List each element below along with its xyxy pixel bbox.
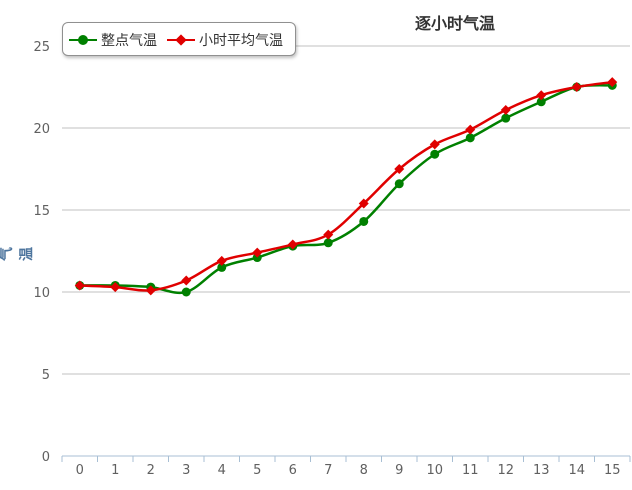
data-point bbox=[607, 77, 618, 88]
x-tick-label: 3 bbox=[182, 463, 190, 478]
data-point bbox=[74, 280, 85, 291]
legend: 整点气温 小时平均气温 bbox=[62, 22, 296, 56]
x-tick-label: 8 bbox=[360, 463, 368, 478]
series-lines bbox=[74, 77, 618, 297]
legend-label: 整点气温 bbox=[101, 33, 157, 49]
data-point bbox=[323, 238, 333, 248]
x-tick-label: 7 bbox=[324, 463, 332, 478]
data-point bbox=[252, 247, 263, 258]
x-tick-label: 4 bbox=[218, 463, 226, 478]
data-point bbox=[216, 255, 227, 266]
x-tick-label: 11 bbox=[462, 463, 479, 478]
legend-item-hourly-temp[interactable]: 整点气温 bbox=[69, 23, 157, 57]
y-tick-label: 10 bbox=[33, 286, 50, 301]
legend-item-hourly-avg-temp[interactable]: 小时平均气温 bbox=[167, 23, 283, 57]
data-point bbox=[110, 282, 121, 293]
x-tick-label: 15 bbox=[604, 463, 621, 478]
legend-swatch-green bbox=[69, 33, 97, 47]
x-tick-label: 2 bbox=[147, 463, 155, 478]
data-point bbox=[359, 216, 369, 226]
data-point bbox=[323, 229, 334, 240]
data-point bbox=[394, 164, 405, 174]
y-tick-label: 25 bbox=[33, 40, 50, 55]
legend-label: 小时平均气温 bbox=[199, 33, 283, 49]
x-tick-label: 14 bbox=[568, 463, 585, 478]
x-tick-label: 0 bbox=[76, 463, 84, 478]
y-tick-label: 20 bbox=[33, 122, 50, 137]
x-tick-label: 6 bbox=[289, 463, 297, 478]
series-line-hourly-avg-temp bbox=[79, 80, 613, 292]
data-point bbox=[430, 149, 440, 159]
chart-title: 逐小时气温 bbox=[414, 14, 495, 33]
y-tick-label: 15 bbox=[33, 204, 50, 219]
data-point bbox=[358, 198, 369, 209]
data-point bbox=[429, 139, 440, 150]
data-point bbox=[181, 287, 191, 297]
legend-swatch-red bbox=[167, 33, 195, 47]
data-point bbox=[536, 97, 546, 107]
x-tick-label: 1 bbox=[111, 463, 119, 478]
data-point bbox=[145, 285, 156, 296]
y-tick-label: 5 bbox=[42, 368, 50, 383]
data-point bbox=[500, 104, 511, 115]
data-point bbox=[501, 113, 511, 123]
data-point bbox=[394, 179, 404, 189]
data-point bbox=[181, 275, 192, 286]
series-line-hourly-temp bbox=[79, 84, 613, 295]
data-point bbox=[287, 239, 298, 250]
data-point bbox=[571, 82, 582, 92]
data-point bbox=[465, 124, 476, 135]
x-tick-label: 10 bbox=[426, 463, 443, 478]
data-point bbox=[217, 262, 227, 272]
y-tick-label: 0 bbox=[42, 450, 50, 465]
data-point bbox=[465, 133, 475, 143]
y-axis-label: 气温 bbox=[0, 247, 35, 261]
x-tick-label: 5 bbox=[253, 463, 261, 478]
x-tick-label: 13 bbox=[533, 463, 550, 478]
x-tick-label: 12 bbox=[497, 463, 514, 478]
data-point bbox=[536, 90, 547, 101]
x-tick-label: 9 bbox=[395, 463, 403, 478]
